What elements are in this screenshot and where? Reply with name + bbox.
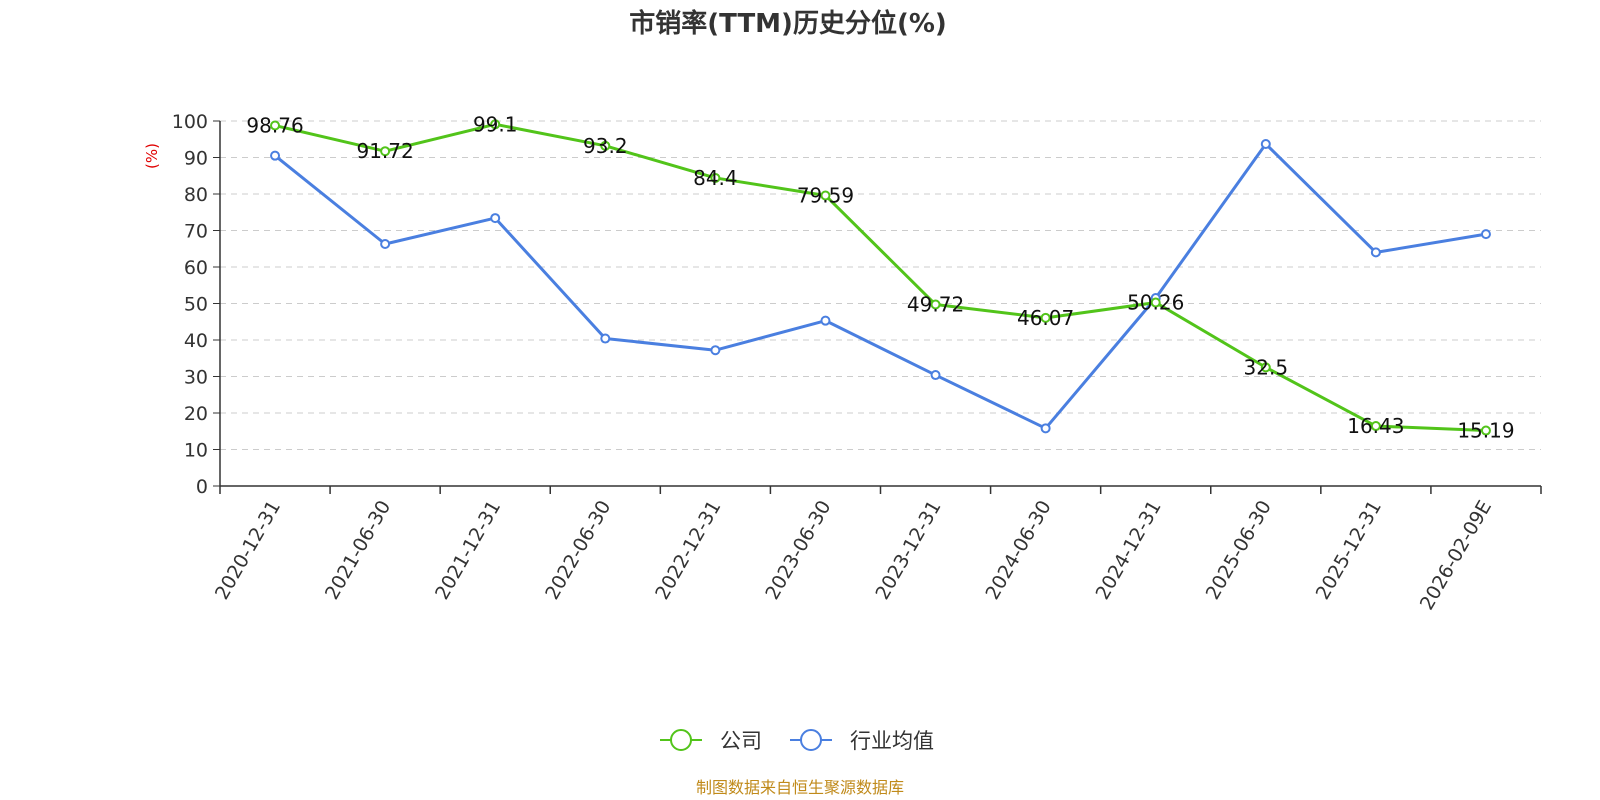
grid-lines — [220, 120, 1541, 450]
industry-data-point[interactable] — [930, 370, 941, 381]
company-data-label: 49.72 — [907, 293, 964, 317]
legend-item-company[interactable]: 公司 — [660, 729, 762, 753]
legend-industry-label: 行业均值 — [850, 729, 934, 753]
company-data-label: 99.1 — [473, 112, 518, 136]
company-data-point[interactable] — [710, 172, 721, 183]
legend-company-circle-icon — [670, 729, 692, 751]
company-data-point[interactable] — [600, 140, 611, 151]
x-tick-label: 2022-12-31 — [651, 497, 725, 604]
y-tick-label: 80 — [184, 184, 208, 206]
company-data-label: 84.4 — [693, 166, 738, 190]
y-tick-label: 10 — [184, 440, 208, 462]
y-tick-label: 100 — [172, 111, 208, 133]
legend[interactable]: 公司 行业均值 — [660, 729, 934, 753]
y-tick-label: 60 — [184, 257, 208, 279]
x-tick-label: 2026-02-09E — [1416, 497, 1496, 614]
company-data-point[interactable] — [1260, 362, 1271, 373]
y-axis-label: (%) — [143, 143, 161, 169]
x-tick-label: 2022-06-30 — [541, 497, 615, 604]
data-labels: 98.76 91.72 99.1 93.2 84.4 79.59 49.72 46.07 50.… — [246, 112, 1514, 442]
industry-data-point[interactable] — [1040, 423, 1051, 434]
industry-data-point[interactable] — [490, 213, 501, 224]
x-tick-label: 2023-06-30 — [761, 497, 835, 604]
company-data-point[interactable] — [270, 120, 281, 131]
company-data-point[interactable] — [930, 299, 941, 310]
company-data-label: 79.59 — [797, 183, 854, 207]
company-data-label: 15.19 — [1457, 419, 1514, 443]
industry-data-point[interactable] — [1260, 138, 1271, 149]
industry-data-point[interactable] — [600, 333, 611, 344]
x-tick-label: 2025-06-30 — [1202, 497, 1276, 604]
industry-data-point[interactable] — [710, 345, 721, 356]
x-tick-label: 2021-06-30 — [321, 497, 395, 604]
industry-data-point[interactable] — [1370, 247, 1381, 258]
y-tick-label: 30 — [184, 367, 208, 389]
y-tick-label: 50 — [184, 294, 208, 316]
x-tick-label: 2023-12-31 — [871, 497, 945, 604]
legend-item-industry[interactable]: 行业均值 — [790, 729, 934, 753]
x-tick-label: 2024-12-31 — [1092, 497, 1166, 604]
company-data-label: 46.07 — [1017, 306, 1074, 330]
y-tick-label: 90 — [184, 148, 208, 170]
industry-data-point[interactable] — [1480, 229, 1491, 240]
axes: 0 10 20 30 40 50 60 70 80 90 100 2020-12-31 2021-06-… — [172, 111, 1542, 614]
series-industry-line — [274, 142, 1487, 430]
legend-company-label: 公司 — [720, 729, 762, 753]
series-lines — [270, 119, 1491, 436]
company-data-label: 98.76 — [246, 114, 303, 138]
series-company-line — [274, 122, 1487, 433]
x-tick-label: 2025-12-31 — [1312, 497, 1386, 604]
industry-data-point[interactable] — [380, 239, 391, 250]
legend-industry-circle-icon — [800, 729, 822, 751]
company-data-point[interactable] — [490, 119, 501, 130]
x-tick-label: 2024-06-30 — [981, 497, 1055, 604]
company-data-label: 32.5 — [1244, 355, 1289, 379]
y-tick-label: 20 — [184, 403, 208, 425]
y-tick-label: 40 — [184, 330, 208, 352]
source-note: 制图数据来自恒生聚源数据库 — [696, 778, 904, 797]
company-data-point[interactable] — [1370, 421, 1381, 432]
company-data-label: 50.26 — [1127, 291, 1184, 315]
y-tick-label: 0 — [196, 476, 208, 498]
industry-data-point[interactable] — [820, 315, 831, 326]
company-data-label: 91.72 — [356, 139, 413, 163]
chart-title: 市销率(TTM)历史分位(%) — [629, 8, 947, 39]
company-data-point[interactable] — [1040, 312, 1051, 323]
company-data-label: 93.2 — [583, 134, 628, 158]
industry-data-point[interactable] — [270, 150, 281, 161]
y-tick-label: 70 — [184, 221, 208, 243]
x-tick-label: 2021-12-31 — [431, 497, 505, 604]
company-data-point[interactable] — [1480, 425, 1491, 436]
x-tick-label: 2020-12-31 — [211, 497, 285, 604]
company-data-label: 16.43 — [1347, 414, 1404, 438]
company-data-point[interactable] — [380, 146, 391, 157]
company-data-point[interactable] — [820, 190, 831, 201]
company-data-point[interactable] — [1150, 297, 1161, 308]
